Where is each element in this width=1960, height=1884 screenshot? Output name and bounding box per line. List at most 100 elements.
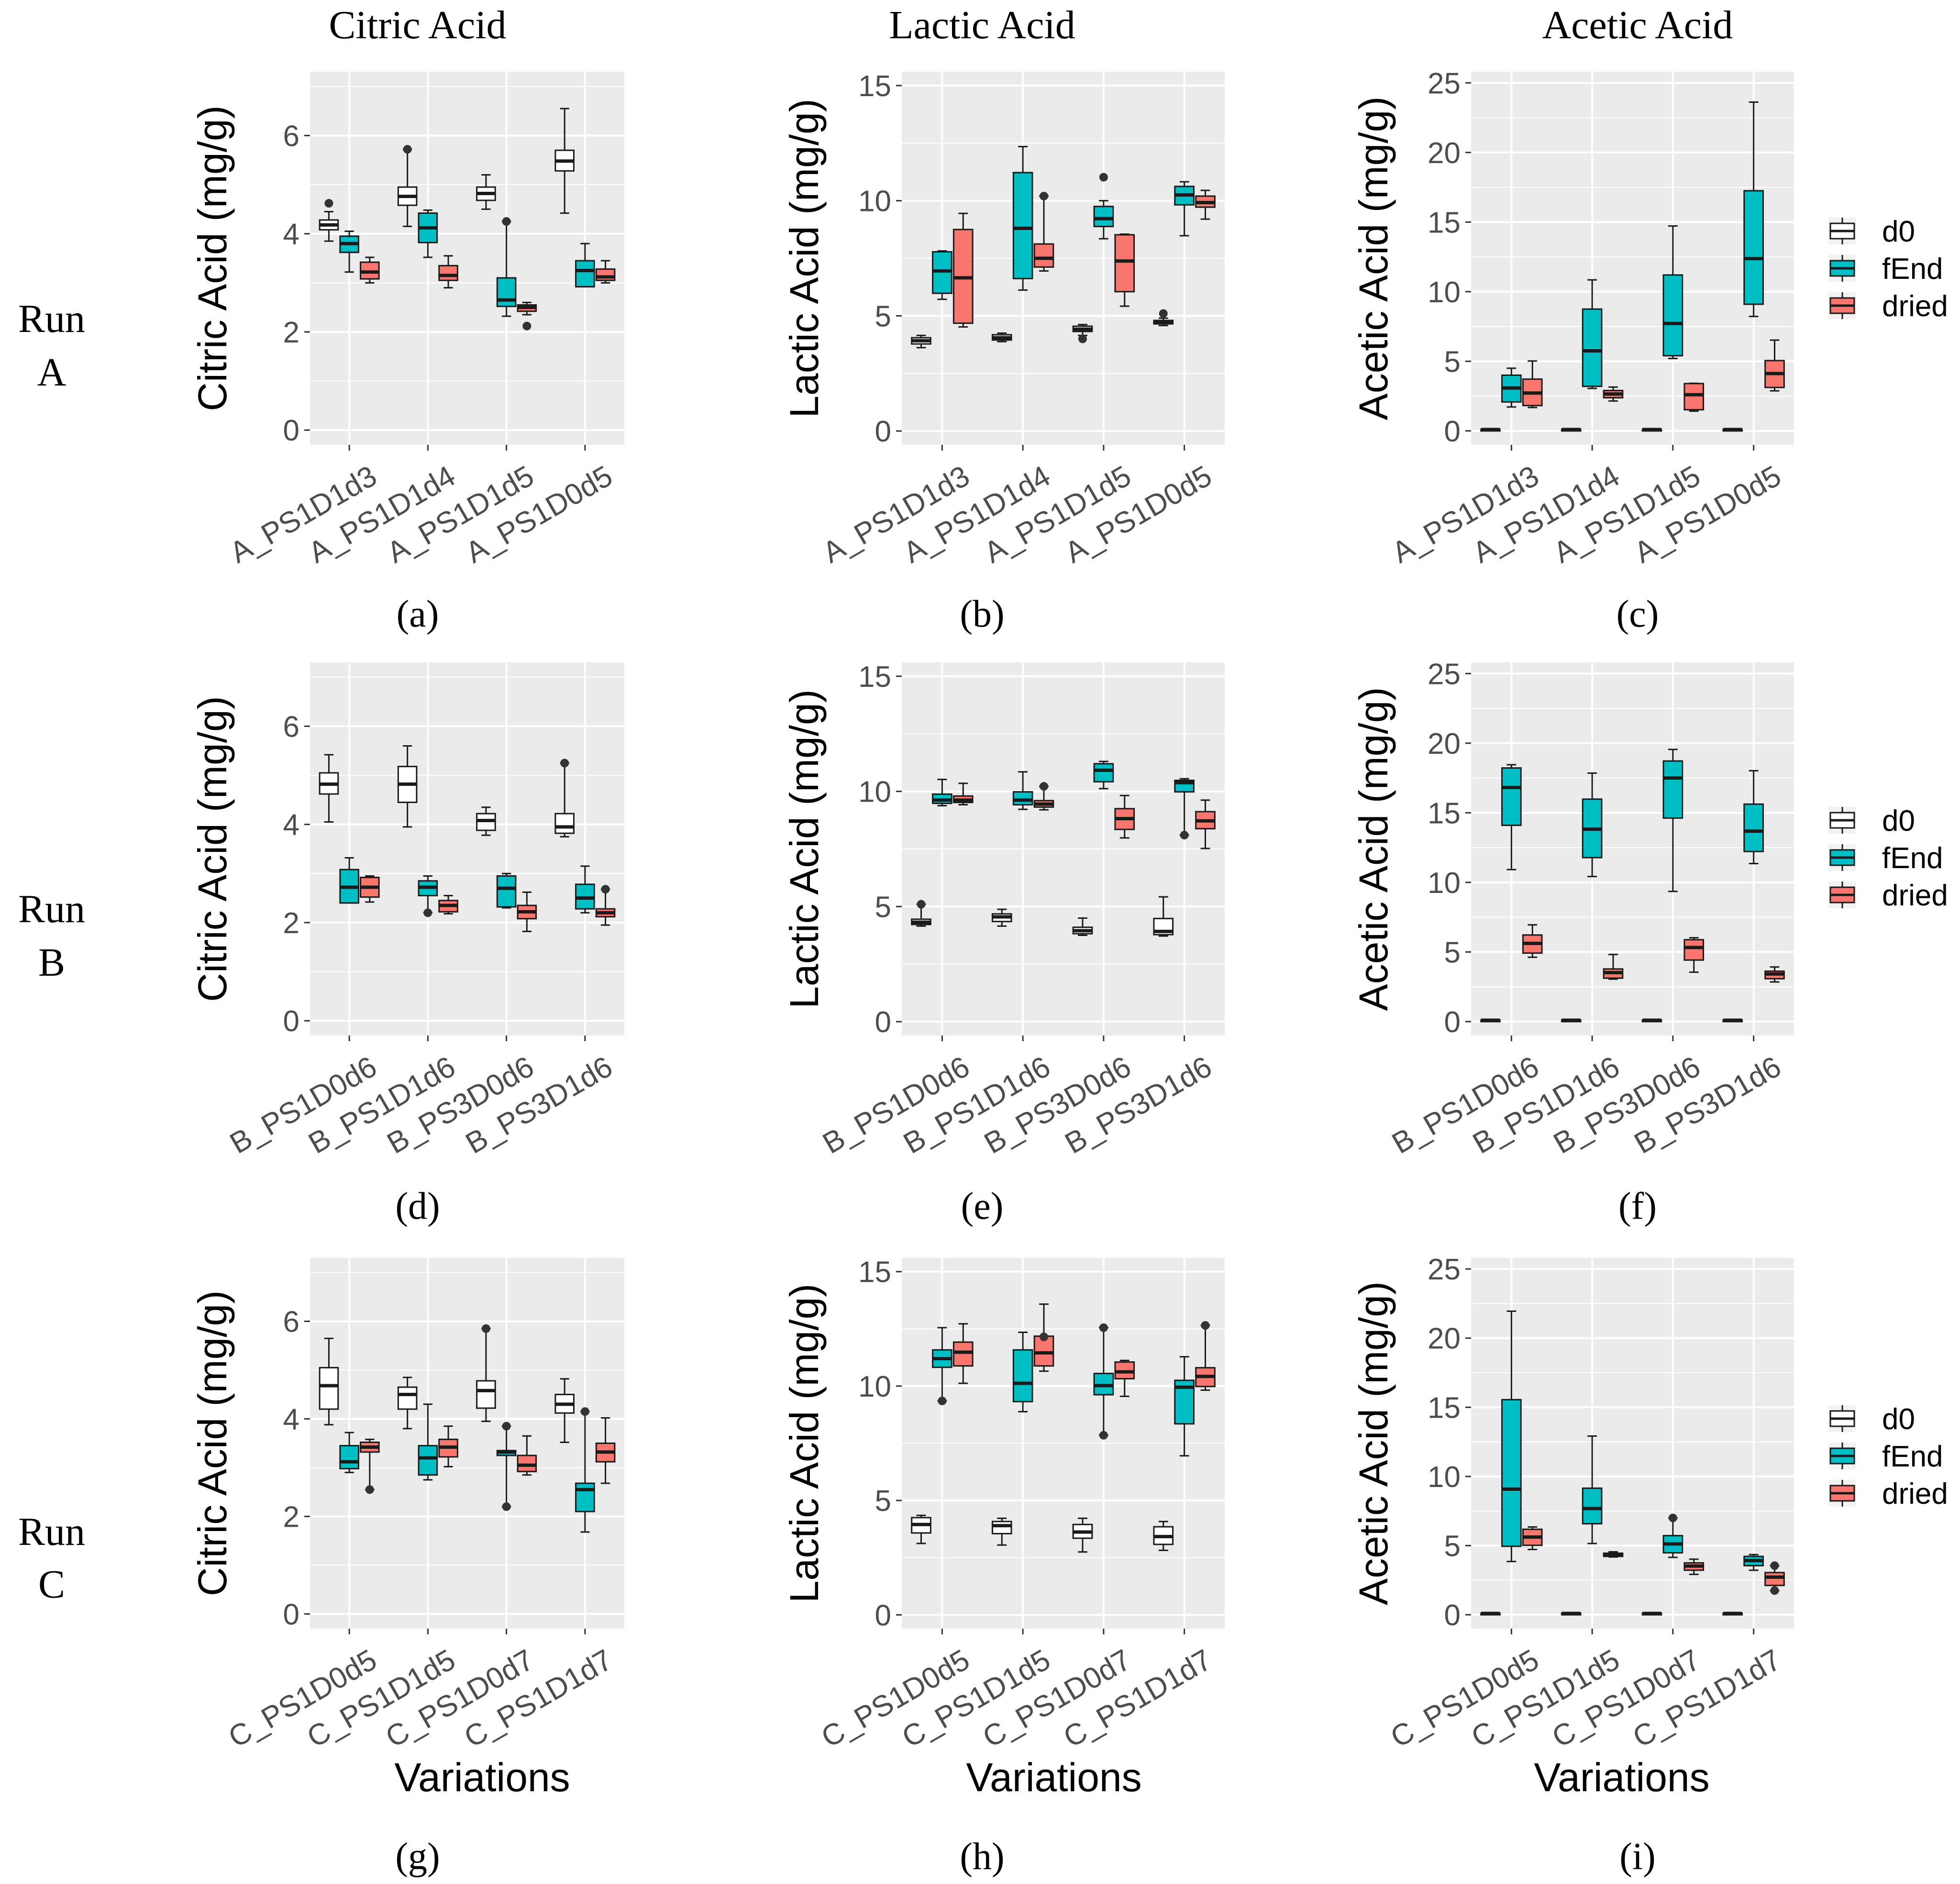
box-fEnd — [1093, 173, 1114, 240]
outlier-point — [1159, 309, 1168, 318]
box-body — [1662, 274, 1683, 357]
outlier-point — [1099, 1431, 1108, 1440]
box-d0 — [476, 1324, 496, 1422]
box-dried — [595, 260, 616, 284]
box-d0 — [1722, 1611, 1743, 1616]
box-body — [1501, 1399, 1522, 1547]
box-body — [339, 1445, 359, 1470]
y-tick-label: 10 — [1428, 1461, 1461, 1494]
box-body — [1012, 1349, 1033, 1402]
legend-label-d0: d0 — [1882, 215, 1915, 248]
row-label-b-line1: Run — [18, 887, 85, 931]
outlier-point — [522, 321, 532, 331]
outlier-point — [917, 900, 926, 909]
box-dried — [1114, 233, 1135, 307]
row-label-a-line2: A — [37, 350, 66, 395]
outlier-point — [560, 759, 569, 768]
box-d0 — [476, 174, 496, 210]
box-body — [1582, 308, 1603, 387]
row-label-b-line2: B — [38, 940, 65, 985]
box-fEnd — [1501, 764, 1522, 870]
y-axis-title: Citric Acid (mg/g) — [190, 105, 235, 411]
box-dried — [1033, 1303, 1054, 1372]
y-tick-label: 0 — [1444, 1006, 1461, 1039]
y-tick-label: 5 — [1444, 1530, 1461, 1563]
legend-label-d0: d0 — [1882, 804, 1915, 837]
chart-panel-6: 0246C_PS1D0d5C_PS1D1d5C_PS1D0d7C_PS1D1d7… — [190, 1258, 624, 1754]
legend-label-fEnd: fEnd — [1882, 842, 1943, 875]
y-tick-label: 2 — [283, 1500, 299, 1533]
y-tick-label: 10 — [1428, 276, 1461, 309]
box-d0 — [991, 1517, 1012, 1546]
box-dried — [1114, 1359, 1135, 1397]
outlier-point — [1201, 1321, 1210, 1330]
outlier-point — [1099, 1323, 1108, 1332]
box-body — [595, 268, 616, 281]
box-dried — [1603, 954, 1624, 980]
y-tick-label: 10 — [858, 776, 891, 809]
box-dried — [952, 782, 974, 806]
y-tick-label: 0 — [875, 1599, 891, 1632]
y-tick-label: 5 — [875, 300, 891, 333]
box-body — [1764, 1572, 1785, 1587]
legend-label-fEnd: fEnd — [1882, 1440, 1943, 1473]
box-d0 — [1561, 428, 1582, 432]
outlier-point — [938, 1396, 947, 1405]
outlier-point — [1099, 173, 1108, 182]
outlier-point — [580, 1407, 589, 1416]
subfigure-label-d: (d) — [395, 1185, 440, 1227]
box-d0 — [1722, 428, 1743, 432]
box-body — [1662, 760, 1683, 819]
box-fEnd — [1662, 749, 1683, 892]
y-tick-label: 4 — [283, 809, 299, 842]
legend-label-d0: d0 — [1882, 1403, 1915, 1436]
row-label-c-line2: C — [38, 1562, 65, 1607]
legend-entry-d0: d0 — [1828, 1403, 1915, 1436]
box-fEnd — [932, 250, 952, 300]
box-dried — [1603, 1551, 1624, 1558]
y-tick-label: 5 — [875, 1485, 891, 1518]
legend-entry-fEnd: fEnd — [1828, 253, 1943, 286]
subfigure-label-a: (a) — [397, 593, 439, 635]
subfigure-label-i: (i) — [1619, 1836, 1656, 1878]
panel-background — [1471, 1258, 1794, 1629]
box-body — [1114, 234, 1135, 293]
box-fEnd — [932, 1327, 952, 1405]
y-tick-label: 25 — [1428, 658, 1461, 691]
chart-panel-5: 0510152025B_PS1D0d6B_PS1D1d6B_PS3D0d6B_P… — [1351, 658, 1794, 1160]
y-tick-label: 25 — [1428, 1253, 1461, 1286]
y-tick-label: 0 — [875, 1006, 891, 1039]
box-d0 — [991, 332, 1012, 342]
subfigure-label-c: (c) — [1617, 593, 1659, 635]
box-fEnd — [496, 1421, 517, 1511]
legend-entry-dried: dried — [1828, 1477, 1948, 1510]
box-d0 — [1072, 1517, 1093, 1553]
box-fEnd — [932, 779, 952, 806]
legend-row-3: d0 fEnd dried — [1828, 1403, 1948, 1510]
box-body — [1012, 172, 1033, 279]
box-fEnd — [1174, 778, 1195, 840]
legend-entry-d0: d0 — [1828, 215, 1915, 248]
box-body — [1093, 206, 1114, 228]
box-dried — [438, 255, 458, 289]
box-d0 — [397, 1377, 418, 1430]
box-d0 — [1480, 1611, 1501, 1616]
box-body — [1683, 939, 1705, 961]
box-dried — [517, 301, 537, 331]
y-tick-label: 20 — [1428, 1322, 1461, 1355]
y-tick-label: 15 — [1428, 206, 1461, 239]
box-d0 — [911, 334, 931, 349]
box-d0 — [911, 1514, 931, 1544]
charts-layer: 0246A_PS1D1d3A_PS1D1d4A_PS1D1d5A_PS1D0d5… — [190, 67, 1794, 1754]
outlier-point — [1180, 831, 1189, 840]
box-fEnd — [1743, 770, 1764, 865]
box-d0 — [911, 900, 931, 927]
box-dried — [952, 1323, 974, 1384]
box-d0 — [554, 1378, 575, 1443]
y-tick-label: 0 — [1444, 415, 1461, 448]
box-fEnd — [1743, 1553, 1764, 1571]
subfigure-label-g: (g) — [395, 1836, 440, 1878]
box-d0 — [1153, 896, 1174, 937]
box-body — [397, 1386, 418, 1410]
